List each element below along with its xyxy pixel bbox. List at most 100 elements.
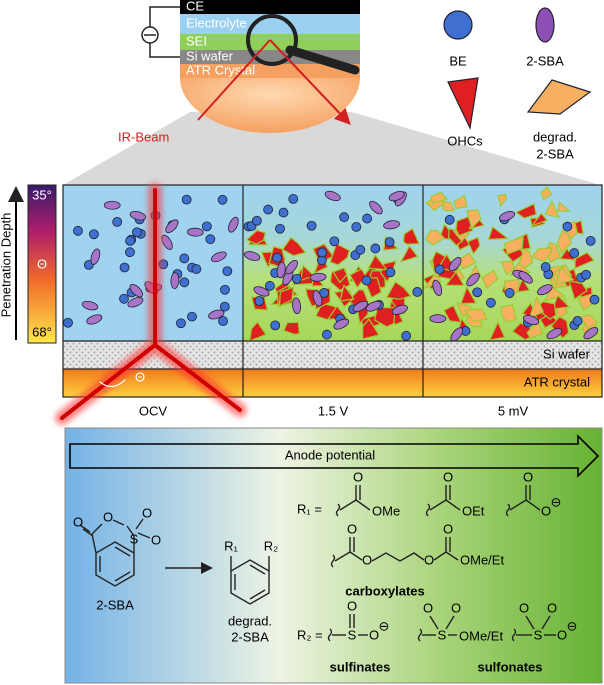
- atr-dome: [180, 78, 360, 133]
- ohc-particle: [245, 229, 267, 245]
- atom: O: [443, 469, 453, 484]
- layer-label: Electrolyte: [186, 15, 247, 30]
- degraded-particle: [429, 191, 449, 204]
- atom: ⊖: [567, 618, 578, 633]
- be-particle: [581, 269, 591, 280]
- ohc-particle: [385, 281, 412, 300]
- class-label: sulfonates: [477, 659, 542, 674]
- atom: S: [534, 627, 543, 642]
- atom: OEt: [462, 503, 485, 518]
- atom: O: [424, 552, 434, 567]
- ohc-particle: [278, 286, 295, 307]
- be-particle: [370, 243, 381, 254]
- atom: O: [451, 600, 461, 615]
- substituent: R₂: [264, 538, 278, 553]
- atr-label: ATR crystal: [524, 374, 590, 389]
- ohc-particle: [515, 277, 531, 293]
- sba-particle: [86, 314, 103, 325]
- sba-particle: [432, 279, 443, 296]
- degraded-particle: [500, 260, 515, 276]
- be-particle: [321, 329, 332, 340]
- atom: O: [541, 503, 551, 518]
- be-particle: [264, 281, 275, 291]
- be-particle: [179, 277, 190, 288]
- ohc-particle: [282, 321, 300, 335]
- sba-particle: [309, 272, 327, 282]
- be-particle: [89, 229, 99, 240]
- be-particle: [73, 225, 83, 236]
- be-particle: [176, 318, 186, 329]
- atom: O: [369, 627, 379, 642]
- be-particle: [132, 227, 142, 238]
- ohc-particle: [361, 318, 380, 340]
- sba-particle: [103, 200, 121, 210]
- sba-particle: [522, 314, 540, 326]
- sba-particle: [170, 272, 180, 290]
- degraded-particle: [465, 209, 482, 229]
- be-particle: [181, 194, 192, 205]
- ir-beam: [197, 39, 351, 125]
- be-particle: [385, 267, 396, 278]
- be-particle: [434, 264, 445, 275]
- panel-label: OCV: [139, 403, 168, 418]
- atom: OMe/Et: [459, 628, 503, 643]
- be-particle: [278, 207, 289, 218]
- be-particle: [201, 221, 212, 232]
- be-particle: [412, 287, 423, 297]
- be-particle: [589, 294, 600, 305]
- atom: O: [353, 469, 363, 484]
- legend: [443, 7, 592, 130]
- sba-particle: [312, 290, 323, 307]
- legend-label: 2-SBA: [526, 53, 564, 68]
- be-particle: [119, 293, 129, 304]
- atom: ⊖: [379, 618, 390, 633]
- atom: O: [523, 469, 533, 484]
- particles: [63, 186, 600, 343]
- substituent: R₁: [224, 538, 238, 553]
- be-particle: [254, 296, 265, 306]
- ohc-particle: [530, 212, 549, 228]
- ohc-particle: [329, 242, 351, 266]
- ohc-particle: [487, 225, 510, 241]
- depth-bottom: 68°: [32, 324, 52, 339]
- atom: OMe/Et: [460, 552, 504, 567]
- sba-particle: [186, 227, 204, 237]
- sba-particle: [352, 300, 369, 312]
- degraded-particle: [556, 201, 571, 212]
- legend-label: BE: [449, 53, 467, 68]
- be-particle: [125, 235, 136, 246]
- be-particle: [272, 252, 283, 263]
- angle-label: Θ: [135, 369, 145, 384]
- be-particle: [63, 317, 73, 328]
- layer-label: CE: [186, 0, 204, 13]
- sba-particle: [129, 210, 147, 221]
- ohc-particle: [399, 245, 419, 263]
- be-particle: [317, 247, 327, 258]
- be-particle: [119, 262, 130, 273]
- be-particle: [205, 234, 216, 245]
- degraded-particle: [556, 229, 572, 254]
- sba-particle: [129, 283, 143, 298]
- be-particle: [125, 247, 135, 258]
- ohc-particle: [281, 236, 307, 257]
- be-particle: [191, 264, 202, 274]
- layer-label: ATR Crystal: [186, 62, 255, 77]
- degraded-particle: [555, 266, 575, 286]
- ir-beam-panel: [55, 183, 247, 425]
- depth-colorbar: [27, 184, 57, 344]
- sba-particle: [448, 257, 462, 272]
- ohc-particle: [248, 321, 267, 343]
- ohc-particle: [551, 294, 571, 310]
- product-label: degrad.: [228, 613, 272, 628]
- sba-particle: [429, 314, 447, 324]
- reaction-box: [64, 427, 603, 684]
- be-particle: [562, 221, 573, 232]
- atom: S: [348, 627, 357, 642]
- be-particle: [362, 213, 373, 224]
- ohc-particle: [349, 268, 367, 289]
- sba-particle: [583, 327, 599, 340]
- layer-label: SEI: [186, 33, 207, 48]
- depth-title: Penetration Depth: [0, 213, 13, 318]
- degraded-particle: [463, 307, 488, 323]
- sba-particle: [210, 251, 227, 263]
